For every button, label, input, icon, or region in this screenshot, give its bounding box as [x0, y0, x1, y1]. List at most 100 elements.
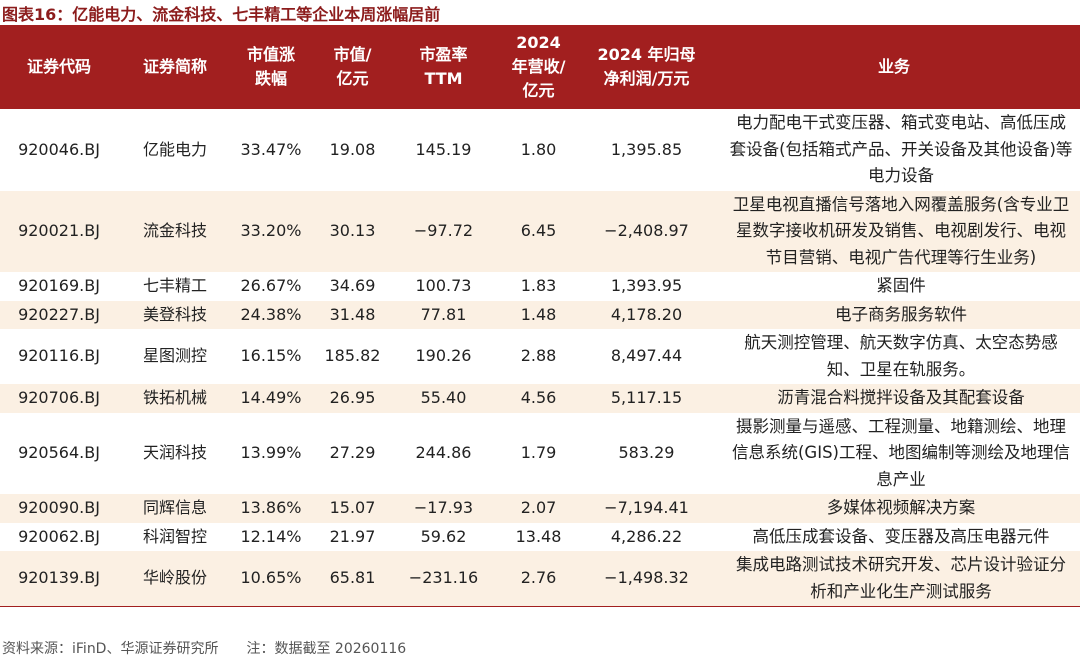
table-cell: 13.99% [240, 443, 302, 462]
table-cell: 2.88 [520, 346, 557, 366]
table-cell: 4,178.20 [585, 300, 708, 329]
table-cell: 77.81 [395, 300, 492, 329]
table-cell: 920116.BJ [18, 346, 100, 366]
table-cell: 6.45 [492, 190, 585, 272]
table-cell: 24.38% [232, 300, 310, 329]
table-cell: 4,286.22 [610, 526, 683, 546]
table-cell: 4.56 [492, 384, 585, 413]
table-cell: −1,498.32 [585, 551, 708, 607]
table-cell: 亿能电力 [142, 139, 207, 159]
table-cell: 21.97 [329, 526, 376, 546]
table-cell: −2,408.97 [585, 190, 708, 272]
table-row: 920046.BJ 亿能电力 33.47% 19.08 145.19 1.80 1,395.… [0, 109, 1080, 191]
table-cell: 星图测控 [142, 346, 207, 366]
table-cell: 26.95 [310, 384, 395, 413]
table-cell: 33.20% [232, 190, 310, 272]
table-cell: 1,395.85 [610, 139, 683, 159]
business-cell: 卫星电视直播信号落地入网覆盖服务(含专业卫星数字接收机研发及销售、电视剧发行、电… [708, 190, 1080, 272]
table-cell: 100.73 [415, 276, 472, 295]
table-cell: 科润智控 [142, 526, 207, 546]
table-cell: −97.72 [395, 190, 492, 272]
header-cell: 市值/ 亿元 [310, 25, 395, 109]
header-cell: 市盈率 TTM [395, 25, 492, 109]
table-cell: 26.67% [240, 276, 302, 295]
table-cell: 244.86 [415, 443, 472, 462]
table-cell: 30.13 [310, 190, 395, 272]
table-cell: 16.15% [240, 346, 302, 366]
title: 图表16：亿能电力、流金科技、七丰精工等企业本周涨幅居前 [2, 5, 441, 24]
table-cell: 5,117.15 [585, 384, 708, 413]
table-cell: 920564.BJ [18, 443, 100, 462]
table-cell: 10.65% [232, 551, 310, 607]
header-cell: 证券简称 [118, 25, 232, 109]
table-cell: −231.16 [395, 551, 492, 607]
table-cell: 2.76 [492, 551, 585, 607]
table-cell: 190.26 [415, 346, 472, 366]
table: 证券代码 证券简称 市值涨 跌幅 市值/ 亿元 市盈率 TTM 2024 年营收/ 亿元 2… [0, 25, 1080, 607]
table-cell: 1.48 [492, 300, 585, 329]
table-cell: 15.07 [310, 494, 395, 523]
table-cell: 55.40 [395, 384, 492, 413]
table-cell: 流金科技 [118, 190, 232, 272]
header-cell: 业务 [708, 25, 1080, 109]
business-cell: 多媒体视频解决方案 [708, 494, 1080, 523]
business-cell: 电子商务服务软件 [708, 300, 1080, 329]
table-row: 920090.BJ 同辉信息 13.86% 15.07 −17.93 2.07 −7,194… [0, 494, 1080, 523]
table-row: 920564.BJ 天润科技 13.99% 27.29 244.86 1.79 583.29… [0, 413, 1080, 495]
table-row: 920062.BJ 科润智控 12.14% 21.97 59.62 13.48 4,286.… [0, 523, 1080, 552]
table-cell: 14.49% [232, 384, 310, 413]
table-cell: 13.48 [515, 526, 562, 546]
header-cell: 市值涨 跌幅 [232, 25, 310, 109]
table-cell: 同辉信息 [118, 494, 232, 523]
table-cell: 12.14% [240, 526, 302, 546]
table-cell: 920169.BJ [18, 276, 100, 295]
table-row: 920227.BJ 美登科技 24.38% 31.48 77.81 1.48 4,178.2… [0, 300, 1080, 329]
table-cell: 59.62 [420, 526, 467, 546]
table-cell: 185.82 [324, 346, 381, 366]
table-cell: 920706.BJ [0, 384, 118, 413]
table-cell: 1,393.95 [610, 276, 683, 295]
business-cell: 航天测控管理、航天数字仿真、太空态势感知、卫星在轨服务。 [744, 333, 1058, 379]
table-cell: 美登科技 [118, 300, 232, 329]
table-cell: 920046.BJ [18, 139, 100, 159]
table-row: 920169.BJ 七丰精工 26.67% 34.69 100.73 1.83 1,393.… [0, 272, 1080, 301]
table-row: 920021.BJ 流金科技 33.20% 30.13 −97.72 6.45 −2,408… [0, 190, 1080, 272]
header-cell: 2024 年营收/ 亿元 [492, 25, 585, 109]
business-cell: 集成电路测试技术研究开发、芯片设计验证分析和产业化生产测试服务 [708, 551, 1080, 607]
table-cell: 2.07 [492, 494, 585, 523]
table-row: 920706.BJ 铁拓机械 14.49% 26.95 55.40 4.56 5,117.1… [0, 384, 1080, 413]
table-cell: 七丰精工 [142, 276, 207, 295]
table-head: 证券代码 证券简称 市值涨 跌幅 市值/ 亿元 市盈率 TTM 2024 年营收/ 亿元 2… [0, 25, 1080, 109]
business-cell: 电力配电干式变压器、箱式变电站、高低压成套设备(包括箱式产品、开关设备及其他设备… [729, 113, 1073, 185]
table-cell: 920062.BJ [18, 526, 100, 546]
table-cell: 华岭股份 [118, 551, 232, 607]
table-cell: 8,497.44 [610, 346, 683, 366]
business-cell: 紧固件 [876, 276, 926, 295]
table-cell: 1.79 [520, 443, 557, 462]
table-body: 920046.BJ 亿能电力 33.47% 19.08 145.19 1.80 1,395.… [0, 109, 1080, 607]
table-cell: 583.29 [618, 443, 675, 462]
footer: 资料来源：iFinD、华源证券研究所 注：数据截至 20260116 [2, 641, 407, 657]
table-cell: −17.93 [395, 494, 492, 523]
business-cell: 摄影测量与遥感、工程测量、地籍测绘、地理信息系统(GIS)工程、地图编制等测绘及… [731, 416, 1070, 489]
table-cell: 920090.BJ [0, 494, 118, 523]
header-cell: 2024 年归母 净利润/万元 [585, 25, 708, 109]
table-cell: 19.08 [329, 139, 376, 159]
table-cell: 1.80 [520, 139, 557, 159]
table-cell: 27.29 [329, 443, 376, 462]
table-cell: 920139.BJ [0, 551, 118, 607]
business-cell: 高低压成套设备、变压器及高压电器元件 [752, 526, 1050, 546]
table-cell: 33.47% [240, 139, 302, 159]
business-cell: 沥青混合料搅拌设备及其配套设备 [708, 384, 1080, 413]
table-cell: 31.48 [310, 300, 395, 329]
table-cell: 65.81 [310, 551, 395, 607]
table-row: 920139.BJ 华岭股份 10.65% 65.81 −231.16 2.76 −1,49… [0, 551, 1080, 607]
table-cell: 34.69 [329, 276, 376, 295]
table-cell: 13.86% [232, 494, 310, 523]
header-row: 证券代码 证券简称 市值涨 跌幅 市值/ 亿元 市盈率 TTM 2024 年营收/ 亿元 2… [0, 25, 1080, 109]
table-cell: 920021.BJ [0, 190, 118, 272]
table-cell: 铁拓机械 [118, 384, 232, 413]
table-cell: 145.19 [415, 139, 472, 159]
table-row: 920116.BJ 星图测控 16.15% 185.82 190.26 2.88 8,497… [0, 329, 1080, 384]
